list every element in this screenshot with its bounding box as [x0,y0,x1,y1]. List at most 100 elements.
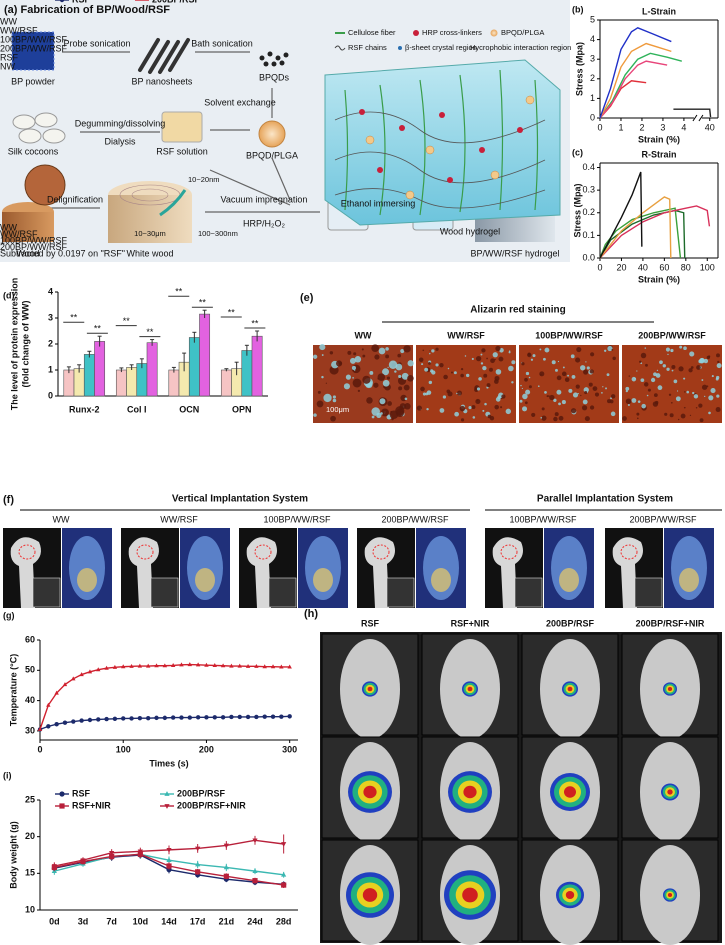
marker [187,662,193,667]
texture [505,408,512,415]
label: Bath sonication [191,38,253,48]
texture [389,410,399,419]
texture [555,368,558,372]
texture [345,374,351,380]
label: 100~300nm [198,229,238,238]
texture [641,403,646,409]
legend-swatch [413,30,419,36]
label: HRP/H₂O₂ [243,218,285,228]
texture [362,354,366,358]
label: Ethanol immersing [341,198,416,208]
texture [647,388,651,392]
texture [607,345,613,352]
marker [37,726,43,731]
texture [362,375,371,384]
texture [487,414,492,419]
panel-f: (f) Vertical Implantation System Paralle… [3,494,722,608]
marker [54,722,59,727]
legend-marker [164,804,170,809]
y-tick-label: 4 [48,286,53,296]
texture [603,349,607,352]
marker [179,715,184,720]
texture [683,406,686,409]
signal [463,785,477,799]
texture [371,344,379,353]
label: 10~20nm [188,175,219,184]
bp-powder-texture [11,31,55,71]
marker [104,665,109,670]
legend-label: 200BP/RSF [152,0,201,4]
cocoons-icon [12,112,66,144]
texture [460,367,464,371]
texture [684,391,686,393]
panel-label: (g) [3,610,15,620]
marker [187,715,193,720]
texture [637,400,641,403]
texture [539,348,542,351]
panel-a: (a) Fabrication of BP/Wood/RSF C [0,0,571,262]
texture [643,382,649,387]
legend-swatch [490,29,498,37]
texture [325,382,327,384]
bar [94,341,106,397]
texture [400,348,405,354]
marker [195,861,201,867]
signal [567,686,573,692]
plga-dots [365,95,535,200]
texture [495,397,501,402]
texture [594,392,600,397]
marker [112,716,118,721]
signal [462,887,478,903]
panel-label: (f) [3,494,14,506]
inset [268,577,297,608]
defect [18,544,36,560]
y-tick-label: 25 [25,794,35,804]
texture [316,400,324,408]
bar [146,342,158,397]
y-tick-label: 0.0 [582,252,595,262]
texture [625,386,630,391]
marker [229,714,234,720]
series-line [599,42,672,119]
texture [439,362,444,368]
legend-label: 100BP/WW/RSF [0,34,68,44]
texture [561,400,566,405]
texture [571,375,576,379]
texture [627,403,630,407]
texture [394,370,397,373]
texture [610,394,616,399]
texture [556,389,562,395]
x-tick-label: 100 [116,744,131,754]
texture [558,402,561,406]
legend-marker [59,791,65,797]
histology-tissue [679,568,699,592]
texture [669,413,674,418]
marker [80,858,86,863]
texture [482,365,487,371]
legend-text: Hycrophobic interaction region [470,43,571,52]
y-tick-label: 1 [48,364,53,374]
legend-label: 200BP/RSF [177,788,226,798]
y-tick-label: 0.2 [582,207,595,217]
y-tick-label: 0.3 [582,185,595,195]
x-tick-label: 3d [78,916,89,926]
x-axis-label: Times (s) [149,758,188,768]
inset [514,577,543,608]
texture [447,367,450,370]
texture [527,352,531,356]
annotation: ** [251,318,259,328]
signal [564,786,576,798]
marker [137,849,143,855]
texture [495,345,501,352]
texture [576,346,582,353]
texture [490,358,495,364]
marker [212,663,217,667]
wood-zoom [24,164,66,206]
texture [607,399,612,404]
marker [287,664,292,669]
label: Delignification [47,194,103,204]
annotation: ** [175,287,183,297]
y-tick-label: 3 [590,54,595,64]
texture [371,415,375,419]
